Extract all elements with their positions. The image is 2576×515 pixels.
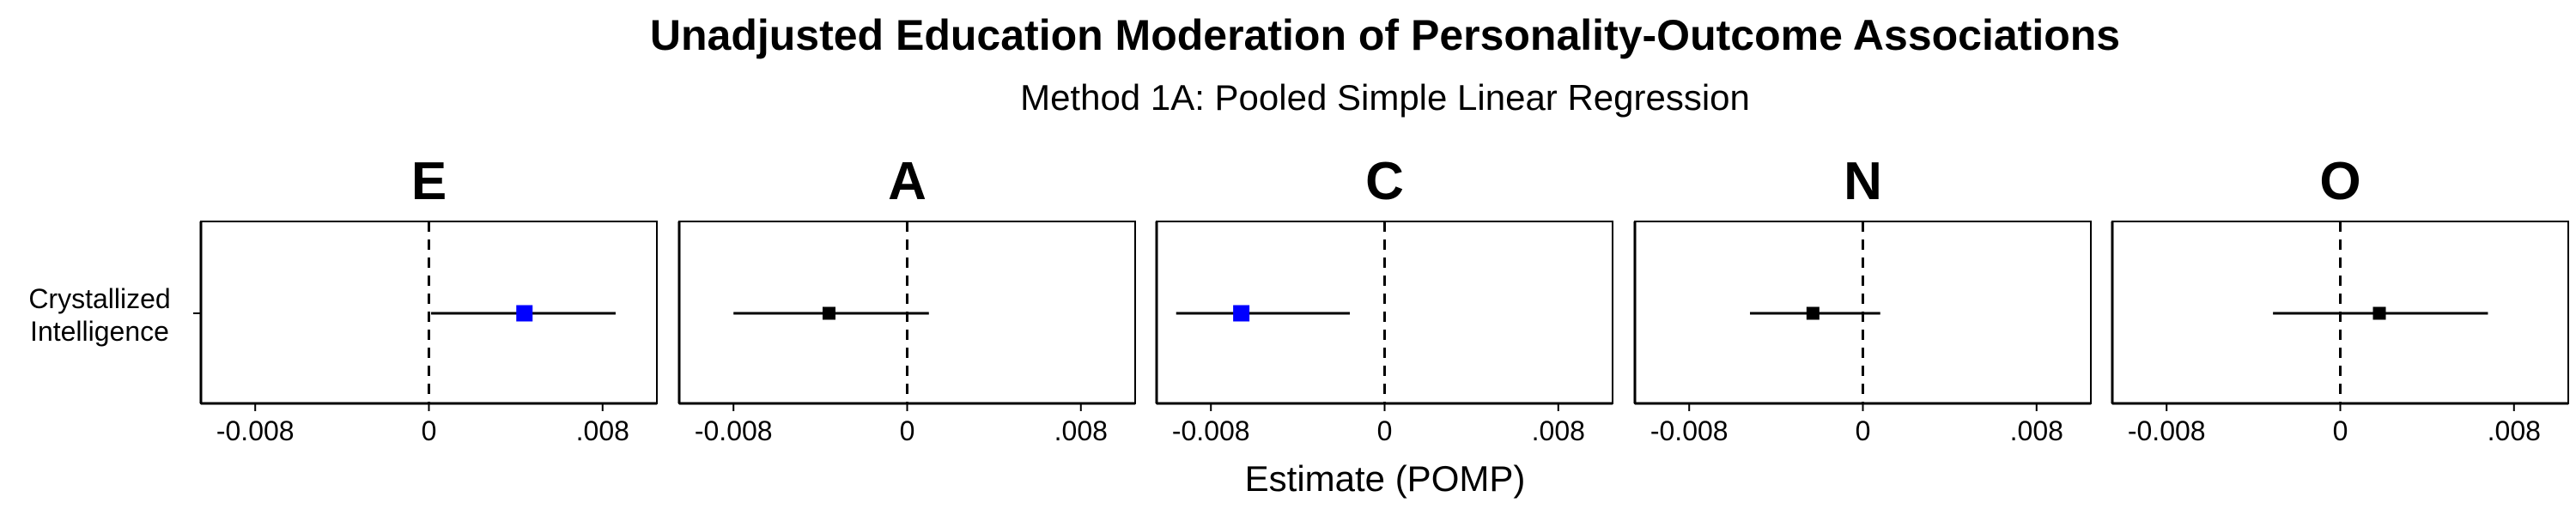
x-tick-label: 0: [900, 415, 915, 446]
x-tick-label: 0: [1856, 415, 1871, 446]
x-tick-label: .008: [2010, 415, 2063, 446]
point-estimate: [822, 306, 835, 320]
y-tick-label-line: Intelligence: [30, 316, 169, 347]
y-tick-label-line: Crystallized: [28, 283, 170, 314]
facet-label: A: [888, 152, 927, 211]
x-tick-label: 0: [1377, 415, 1393, 446]
x-tick-label: -0.008: [2128, 415, 2206, 446]
x-tick-label: 0: [2333, 415, 2348, 446]
chart-subtitle: Method 1A: Pooled Simple Linear Regressi…: [1020, 77, 1750, 118]
facet-label: O: [2319, 152, 2360, 211]
x-tick-label: -0.008: [695, 415, 773, 446]
facet-label: E: [411, 152, 447, 211]
x-tick-label: 0: [422, 415, 437, 446]
chart-title: Unadjusted Education Moderation of Perso…: [650, 11, 2120, 59]
x-tick-label: -0.008: [1172, 415, 1250, 446]
y-tick-label: Crystallized Intelligence: [28, 283, 170, 347]
x-tick-label: .008: [576, 415, 629, 446]
panel-a: A -0.008 0 .008: [677, 152, 1136, 446]
facet-panels: E -0.008 0 .008 Crystallized Intelligence A -0.…: [28, 152, 2569, 446]
x-tick-label: .008: [1532, 415, 1585, 446]
x-tick-label: .008: [1054, 415, 1108, 446]
facet-label: N: [1844, 152, 1882, 211]
point-estimate: [2372, 306, 2386, 320]
x-tick-label: -0.008: [1650, 415, 1728, 446]
x-tick-label: .008: [2488, 415, 2541, 446]
x-tick-label: -0.008: [216, 415, 295, 446]
point-estimate: [1806, 306, 1820, 320]
panel-n: N -0.008 0 .008: [1633, 152, 2092, 446]
facet-label: C: [1365, 152, 1404, 211]
x-axis-label: Estimate (POMP): [1245, 458, 1526, 499]
panel-o: O -0.008 0 .008: [2111, 152, 2569, 446]
panel-e: E -0.008 0 .008 Crystallized Intelligence: [28, 152, 658, 446]
panel-c: C -0.008 0 .008: [1155, 152, 1613, 446]
point-estimate: [1233, 305, 1250, 322]
point-estimate: [516, 305, 533, 322]
